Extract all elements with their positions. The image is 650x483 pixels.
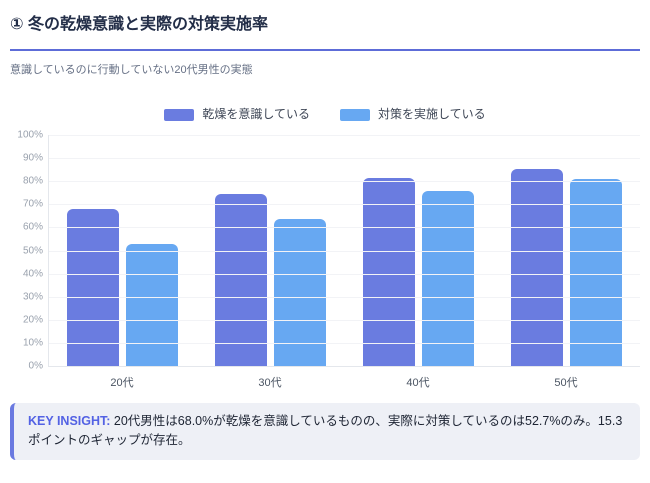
gridline [49, 204, 640, 206]
bar-30代-series1 [274, 218, 327, 366]
report-card: ① 冬の乾燥意識と実際の対策実施率 意識しているのに行動していない20代男性の実… [0, 14, 650, 460]
bar-group-40代 [345, 135, 493, 366]
y-axis-tick: 10% [22, 337, 43, 349]
gridline [49, 135, 640, 136]
y-axis-tick: 80% [22, 175, 43, 187]
x-axis-labels: 20代 30代 40代 50代 [48, 374, 640, 390]
y-axis-tick: 30% [22, 291, 43, 303]
bar-40代-series0 [362, 178, 415, 366]
y-axis-tick: 90% [22, 152, 43, 164]
key-insight-box: KEY INSIGHT: 20代男性は68.0%が乾燥を意識しているものの、実際… [10, 403, 640, 460]
y-axis-tick: 0% [28, 360, 43, 372]
bar-20代-series0 [67, 208, 120, 366]
bar-40代-series1 [421, 190, 474, 366]
gridline [49, 296, 640, 298]
x-axis-label: 20代 [110, 377, 134, 389]
bar-30代-series0 [215, 193, 268, 366]
gridline [49, 319, 640, 321]
legend-swatch-icon [164, 108, 195, 121]
chart-plot-area: 0% 10% 20% 30% 40% 50% 60% 70% 80% 90% 100% [17, 130, 640, 372]
chart-legend: 乾燥を意識している 対策を実施している [10, 108, 640, 121]
x-axis-label: 40代 [406, 377, 430, 389]
bar-group-20代 [49, 135, 197, 366]
key-insight-text: 20代男性は68.0%が乾燥を意識しているものの、実際に対策しているのは52.7… [28, 414, 623, 447]
legend-label: 乾燥を意識している [202, 107, 310, 121]
bar-20代-series1 [126, 244, 179, 366]
y-axis-tick: 70% [22, 198, 43, 210]
gridline [49, 273, 640, 275]
legend-label: 対策を実施している [378, 107, 486, 121]
x-axis-label: 50代 [554, 377, 578, 389]
legend-swatch-icon [340, 108, 370, 121]
gridline [49, 181, 640, 183]
title-divider [10, 49, 640, 51]
y-axis-tick: 40% [22, 268, 43, 280]
y-axis-tick: 20% [22, 314, 43, 326]
y-axis-tick: 50% [22, 245, 43, 256]
bar-chart: 0% 10% 20% 30% 40% 50% 60% 70% 80% 90% 100% 20代 30代… [10, 130, 640, 390]
y-axis-tick: 100% [17, 129, 43, 141]
key-insight-label: KEY INSIGHT: [28, 414, 111, 428]
bar-group-30代 [197, 135, 345, 366]
gridline [49, 158, 640, 160]
x-axis-label: 30代 [258, 377, 282, 389]
legend-item-0[interactable]: 乾燥を意識している [164, 108, 310, 121]
page-subtitle: 意識しているのに行動していない20代男性の実態 [10, 64, 253, 76]
chart-bars [49, 135, 640, 366]
page-title: ① 冬の乾燥意識と実際の対策実施率 [10, 16, 268, 33]
gridline [49, 342, 640, 344]
bar-50代-series1 [569, 178, 622, 366]
bar-group-50代 [492, 135, 640, 366]
y-axis-tick: 60% [22, 221, 43, 233]
gridline [49, 227, 640, 229]
bar-50代-series0 [510, 168, 563, 366]
legend-item-1[interactable]: 対策を実施している [340, 108, 486, 121]
gridline [49, 250, 640, 252]
